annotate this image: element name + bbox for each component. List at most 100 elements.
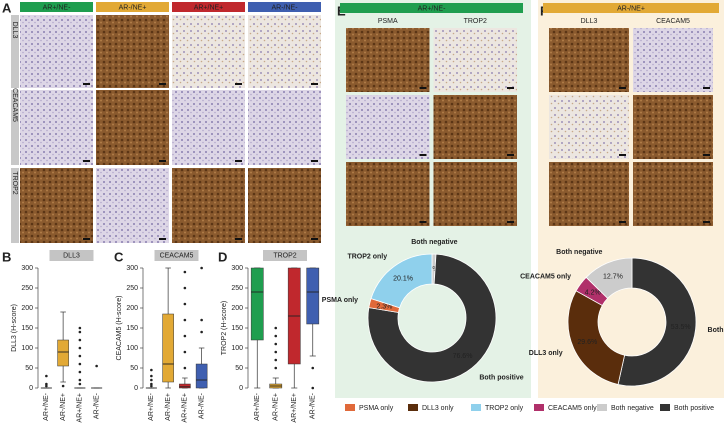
outlier bbox=[45, 382, 48, 386]
column-header-text: AR+/NE- bbox=[43, 4, 71, 11]
box bbox=[195, 363, 208, 389]
outlier bbox=[78, 362, 82, 366]
chart-title: CEACAM5 bbox=[160, 252, 194, 259]
y-tick-label: 0 bbox=[134, 385, 138, 392]
outlier bbox=[150, 374, 153, 378]
column-header-text: AR-/NE- bbox=[271, 4, 298, 11]
row-label: CEACAM5 bbox=[11, 88, 18, 122]
legend-swatch bbox=[597, 404, 607, 411]
slice-label: Both positive bbox=[479, 374, 523, 381]
y-tick-label: 250 bbox=[126, 285, 138, 292]
outlier bbox=[150, 378, 153, 382]
row-label: TROP2 bbox=[11, 171, 18, 194]
tissue-image bbox=[433, 28, 517, 92]
slice-label: CEACAM5 only bbox=[520, 273, 571, 280]
value-label: 1% bbox=[428, 266, 438, 273]
y-tick-label: 0 bbox=[239, 385, 243, 392]
y-tick-label: 300 bbox=[231, 265, 243, 272]
outlier bbox=[183, 286, 187, 290]
scale-bar bbox=[235, 83, 242, 85]
tissue-image bbox=[633, 28, 713, 92]
y-tick-label: 150 bbox=[231, 325, 243, 332]
tissue-image bbox=[433, 95, 517, 159]
outlier bbox=[200, 330, 203, 334]
tissue-image bbox=[20, 90, 93, 165]
donut-slice bbox=[617, 257, 697, 387]
box bbox=[306, 267, 320, 325]
tissue-image bbox=[633, 95, 713, 159]
legend-swatch bbox=[345, 404, 355, 411]
tissue-image bbox=[96, 90, 169, 165]
y-tick-label: 100 bbox=[21, 345, 33, 352]
value-label: 53.5% bbox=[671, 324, 691, 331]
outlier bbox=[183, 302, 187, 306]
legend-label: Both positive bbox=[674, 405, 714, 412]
column-header bbox=[248, 2, 321, 12]
outlier bbox=[274, 326, 278, 330]
box bbox=[162, 313, 174, 383]
legend-swatch bbox=[408, 404, 418, 411]
y-tick-label: 50 bbox=[25, 365, 33, 372]
panel-letter: C bbox=[114, 249, 124, 264]
panel-letter: A bbox=[2, 0, 12, 15]
y-tick-label: 100 bbox=[126, 345, 138, 352]
outlier bbox=[183, 270, 187, 274]
outlier bbox=[274, 334, 278, 338]
outlier bbox=[311, 386, 315, 390]
y-tick-label: 250 bbox=[231, 285, 243, 292]
legend-label: CEACAM5 only bbox=[548, 405, 597, 412]
scale-bar bbox=[419, 221, 427, 223]
tissue-image bbox=[549, 95, 629, 159]
scale-bar bbox=[703, 221, 710, 223]
chart-title: DLL3 bbox=[63, 252, 80, 259]
row-label-box bbox=[11, 15, 19, 88]
donut-slice bbox=[585, 257, 633, 299]
chart-title-box bbox=[49, 250, 94, 261]
y-tick-label: 100 bbox=[231, 345, 243, 352]
outlier bbox=[150, 382, 153, 386]
x-tick-label: AR+/NE+ bbox=[291, 393, 298, 423]
row-label: DLL3 bbox=[11, 22, 18, 39]
value-label: 20.1% bbox=[393, 275, 413, 282]
box bbox=[250, 267, 264, 341]
scale-bar bbox=[311, 238, 318, 240]
donut-slice bbox=[370, 253, 433, 309]
scale-bar bbox=[507, 154, 514, 156]
outlier bbox=[183, 350, 187, 354]
tissue-image bbox=[20, 15, 93, 88]
y-tick-label: 0 bbox=[29, 385, 33, 392]
outlier bbox=[183, 318, 187, 322]
x-tick-label: AR+/NE- bbox=[43, 392, 50, 420]
x-tick-label: AR-/NE- bbox=[310, 392, 317, 419]
y-axis-label: DLL3 (H-score) bbox=[11, 304, 18, 352]
y-tick-label: 300 bbox=[126, 265, 138, 272]
chart-title-box bbox=[154, 250, 199, 261]
scale-bar bbox=[311, 160, 318, 162]
scale-bar bbox=[703, 87, 710, 89]
scale-bar bbox=[311, 83, 318, 85]
chart-title-box bbox=[263, 250, 307, 261]
outlier bbox=[78, 330, 82, 334]
slice-label: Both negative bbox=[556, 249, 602, 256]
outlier bbox=[78, 354, 82, 358]
tissue-image bbox=[549, 162, 629, 226]
value-label: 29.6% bbox=[577, 339, 597, 346]
x-tick-label: AR+/NE+ bbox=[182, 393, 189, 423]
tissue-image bbox=[20, 168, 93, 243]
scale-bar bbox=[159, 160, 166, 162]
outlier bbox=[78, 378, 82, 382]
x-tick-label: AR-/NE- bbox=[93, 392, 100, 419]
tissue-image bbox=[248, 168, 321, 243]
outlier bbox=[183, 366, 187, 370]
y-axis-label: CEACAM5 (H-score) bbox=[116, 296, 123, 361]
y-tick-label: 150 bbox=[21, 325, 33, 332]
panel-header bbox=[543, 3, 719, 13]
donut-slice bbox=[367, 253, 497, 383]
value-label: 12.7% bbox=[603, 274, 623, 281]
x-tick-label: AR-/NE+ bbox=[60, 393, 67, 421]
column-header bbox=[20, 2, 93, 12]
outlier bbox=[61, 384, 65, 388]
legend-swatch bbox=[534, 404, 544, 411]
panel-header-text: AR-/NE+ bbox=[617, 5, 645, 12]
scale-bar bbox=[235, 238, 242, 240]
